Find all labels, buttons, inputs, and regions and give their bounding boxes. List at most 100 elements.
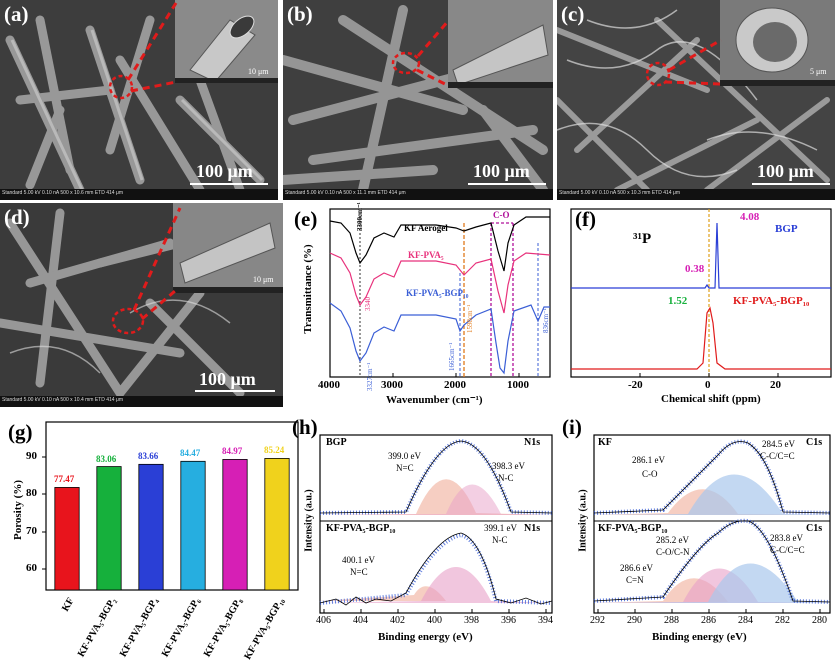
xps-n1s-xtick-5: 396 bbox=[501, 615, 516, 626]
xps-n1s-xtick-4: 398 bbox=[464, 615, 479, 626]
panel-label-c: (c) bbox=[561, 2, 585, 26]
nmr-title: ³¹P bbox=[633, 231, 652, 247]
sem-image-a: (a) 10 μm 100 μm Standard 5.00 kV 0.10 n… bbox=[0, 0, 278, 200]
sem-footer-c: Standard 5.00 kV 0.10 nA 500 x 10.3 mm E… bbox=[559, 190, 681, 196]
nmr-series-kf-pva5-bgp10 bbox=[571, 306, 831, 370]
ftir-annot-1598: 1598cm⁻¹ bbox=[466, 304, 474, 333]
xps-c1s-bot-peak2-assign: C-O/C-N bbox=[656, 547, 690, 557]
xps-c1s-top-peak1-be: 286.1 eV bbox=[632, 455, 665, 465]
xps-n1s-xtick-0: 406 bbox=[316, 615, 331, 626]
xps-c1s-xtick-6: 280 bbox=[812, 615, 827, 626]
xps-n1s-top-peak1-be: 399.0 eV bbox=[388, 451, 421, 461]
sem-image-b: (b) 100 μm Standard 5.00 kV 0.10 nA 500 … bbox=[283, 0, 553, 200]
xps-c1s-bot-sample: KF-PVA₅-BGP₁₀ bbox=[598, 523, 668, 534]
panel-label-b: (b) bbox=[287, 2, 313, 26]
nmr-xtick-2: 20 bbox=[770, 379, 781, 391]
porosity-bar-2 bbox=[138, 463, 164, 591]
nmr-legend-bgp: BGP bbox=[775, 223, 798, 235]
scale-bar-label-a: 100 μm bbox=[196, 161, 253, 181]
ftir-legend-kf: KF Aerogel bbox=[404, 223, 448, 233]
panel-label-a: (a) bbox=[4, 2, 29, 26]
ftir-series-kf-aerogel bbox=[329, 216, 550, 272]
panel-label-e: (e) bbox=[294, 207, 318, 231]
porosity-ytick-80: 80 bbox=[26, 487, 37, 499]
xps-n1s-top-sample: BGP bbox=[326, 437, 347, 448]
ftir-annot-836: 836cm⁻¹ bbox=[542, 308, 550, 333]
nmr-series-bgp bbox=[571, 222, 831, 289]
xps-c1s-panel: (i) Intensity (a.u.) KF C1s 286.1 eV C-O… bbox=[562, 415, 835, 660]
xps-n1s-xtick-3: 400 bbox=[427, 615, 442, 626]
ftir-xtick-0: 4000 bbox=[318, 379, 340, 391]
porosity-value-label-2: 83.66 bbox=[138, 451, 159, 462]
xps-c1s-bot-peak1-be: 286.6 eV bbox=[620, 563, 653, 573]
ftir-x-axis-label: Wavenumber (cm⁻¹) bbox=[386, 394, 483, 406]
xps-c1s-x-axis-label: Binding energy (eV) bbox=[652, 631, 747, 643]
porosity-ytick-70: 70 bbox=[26, 525, 37, 537]
xps-n1s-top-core: N1s bbox=[524, 437, 541, 448]
xps-c1s-bot-peak3-assign: C-C/C=C bbox=[770, 545, 805, 555]
porosity-ytick-60: 60 bbox=[26, 562, 37, 574]
sem-footer-a: Standard 5.00 kV 0.10 nA 500 x 10.6 mm E… bbox=[2, 190, 124, 196]
xps-c1s-bot-peak2-be: 285.2 eV bbox=[656, 535, 689, 545]
xps-c1s-top-peak2-be: 284.5 eV bbox=[762, 439, 795, 449]
xps-n1s-bot-peak1-be: 400.1 eV bbox=[342, 555, 375, 565]
porosity-y-axis-label: Porosity (%) bbox=[12, 480, 24, 540]
xps-c1s-top-peak1-assign: C-O bbox=[642, 469, 658, 479]
ftir-series-kf-pva5 bbox=[329, 252, 551, 314]
panel-label-h: (h) bbox=[292, 415, 318, 439]
ftir-annot-3327: 3327cm⁻¹ bbox=[366, 362, 374, 391]
nmr-xtick-0: -20 bbox=[628, 379, 643, 391]
xps-c1s-xtick-2: 288 bbox=[664, 615, 679, 626]
ftir-series-kf-pva5-bgp10 bbox=[329, 302, 550, 375]
nmr-peak-label-038: 0.38 bbox=[685, 263, 705, 275]
porosity-panel: (g) Porosity (%) 60 70 80 90 77.47 KF 83.0… bbox=[0, 412, 308, 662]
panel-label-d: (d) bbox=[4, 205, 30, 229]
nmr-peak-label-152: 1.52 bbox=[668, 295, 688, 307]
ftir-xtick-2: 2000 bbox=[444, 379, 466, 391]
nmr-xtick-1: 0 bbox=[705, 379, 711, 391]
inset-scale-d: 10 μm bbox=[253, 275, 274, 284]
xps-n1s-top-peak2-be: 398.3 eV bbox=[492, 461, 525, 471]
xps-n1s-bot-core: N1s bbox=[524, 523, 541, 534]
xps-c1s-top-sample: KF bbox=[598, 437, 612, 448]
xps-c1s-xtick-3: 286 bbox=[701, 615, 716, 626]
inset-scale-c: 5 μm bbox=[810, 67, 827, 76]
sem-image-c: (c) 5 μm 100 μm Standard 5.00 kV 0.10 nA… bbox=[557, 0, 835, 200]
xps-n1s-bot-peak2-be: 399.1 eV bbox=[484, 523, 517, 533]
ftir-annot-1665: 1665cm⁻¹ bbox=[448, 342, 456, 371]
xps-c1s-xtick-4: 284 bbox=[738, 615, 753, 626]
porosity-value-label-3: 84.47 bbox=[180, 448, 201, 459]
ftir-xtick-3: 1000 bbox=[507, 379, 529, 391]
scale-bar-label-d: 100 μm bbox=[199, 369, 256, 389]
xps-c1s-xtick-1: 290 bbox=[627, 615, 642, 626]
porosity-ytick-90: 90 bbox=[26, 450, 37, 462]
ftir-panel: (e) Transmittance (%) Wavenumber (cm⁻¹) … bbox=[286, 202, 556, 410]
ftir-annot-3340: 3340 bbox=[364, 297, 372, 311]
xps-n1s-composite-fit bbox=[319, 532, 553, 605]
porosity-value-label-1: 83.06 bbox=[96, 453, 117, 464]
xps-n1s-bot-peak1-assign: N=C bbox=[350, 567, 368, 577]
xps-n1s-xtick-6: 394 bbox=[538, 615, 553, 626]
nmr-x-axis-label: Chemical shift (ppm) bbox=[661, 393, 761, 405]
xps-n1s-bot-sample: KF-PVA₅-BGP₁₀ bbox=[326, 523, 396, 534]
ftir-annot-co: C-O bbox=[493, 210, 510, 220]
nmr-peak-label-408: 4.08 bbox=[740, 211, 760, 223]
panel-label-i: (i) bbox=[562, 415, 582, 439]
xps-n1s-bot-peak2-assign: N-C bbox=[492, 535, 508, 545]
xps-n1s-top-peak1-assign: N=C bbox=[396, 463, 414, 473]
sem-image-d: (d) 10 μm 100 μm Standard 5.00 kV 0.10 n… bbox=[0, 203, 283, 407]
nmr-panel: (f) ³¹P BGP KF-PVA₅-BGP₁₀ 4.08 0.38 1.52… bbox=[565, 203, 835, 410]
xps-c1s-top-core: C1s bbox=[806, 437, 823, 448]
porosity-bar-4 bbox=[222, 459, 248, 591]
ftir-y-axis-label: Transmittance (%) bbox=[302, 244, 314, 334]
ftir-annot-3300: 3300cm⁻¹ bbox=[356, 202, 364, 231]
porosity-value-label-5: 85.24 bbox=[264, 445, 285, 456]
porosity-bar-5 bbox=[264, 458, 290, 591]
xps-n1s-panel: (h) Intensity (a.u.) BGP N1s 399.0 eV N=… bbox=[292, 415, 556, 660]
xps-c1s-xtick-0: 292 bbox=[590, 615, 605, 626]
porosity-bar-0 bbox=[54, 487, 80, 591]
porosity-value-label-4: 84.97 bbox=[222, 446, 243, 457]
panel-label-f: (f) bbox=[575, 207, 596, 231]
xps-c1s-bot-peak1-assign: C=N bbox=[626, 575, 644, 585]
xps-c1s-top-peak2-assign: C-C/C=C bbox=[760, 451, 795, 461]
